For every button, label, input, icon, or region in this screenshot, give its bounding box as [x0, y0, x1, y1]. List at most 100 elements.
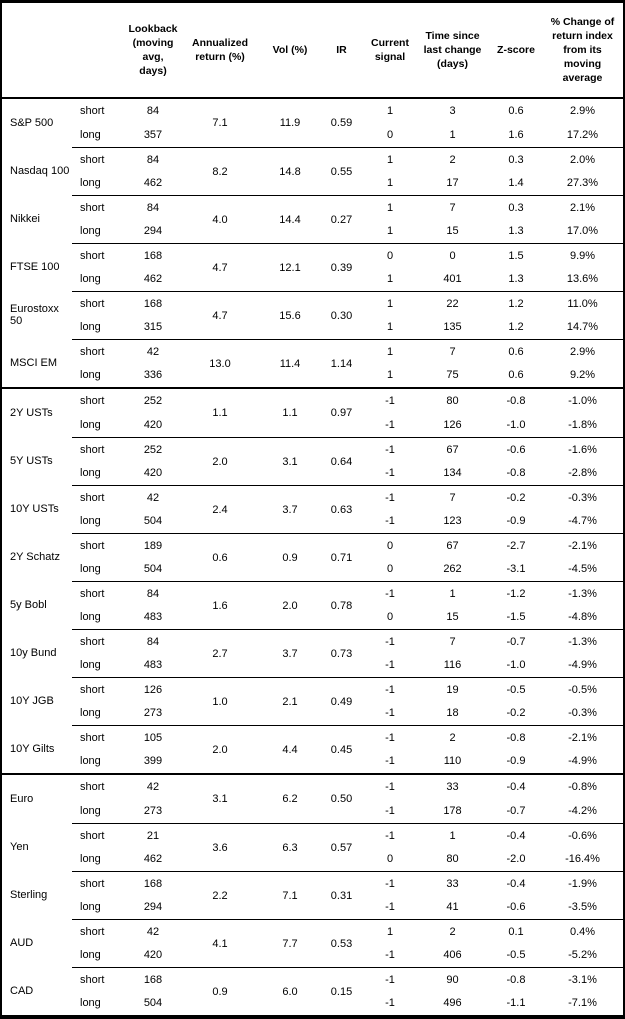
z-score-value: 1.3	[508, 273, 524, 285]
period-label: short	[72, 967, 128, 991]
asset-group: 10Y USTs 2.4 3.7 0.63 short 42 -1 7 -0.2 -0.3% lon…	[2, 485, 623, 533]
asset-group: Eurostoxx 50 4.7 15.6 0.30 short 168 1 22 1.2 11.…	[2, 291, 623, 339]
ir-value: 0.30	[318, 291, 365, 339]
signal-value: 1	[386, 105, 394, 117]
time-since-value: 0	[415, 243, 490, 267]
time-since-value: 22	[415, 291, 490, 315]
time-since-value: 75	[446, 369, 459, 381]
z-score-value: 0.6	[508, 369, 524, 381]
z-score-value: -0.4	[490, 871, 542, 895]
signal-value: 1	[365, 147, 415, 171]
z-score-value: -0.6	[506, 901, 526, 913]
period-label: short	[72, 437, 128, 461]
pct-change-value: -1.6%	[542, 437, 623, 461]
pct-change-value: -1.3%	[542, 581, 623, 605]
annualized-return-value: 13.0	[178, 339, 262, 387]
asset-group: 5Y USTs 2.0 3.1 0.64 short 252 -1 67 -0.6 -1.6% lo…	[2, 437, 623, 485]
period-label: long	[80, 853, 101, 865]
lookback-value: 84	[146, 105, 160, 117]
annualized-return-value: 2.4	[178, 485, 262, 533]
period-label: long	[80, 563, 101, 575]
ir-value: 1.14	[318, 339, 365, 387]
time-since-value: 406	[443, 949, 462, 961]
lookback-value: 504	[143, 563, 163, 575]
z-score-value: 0.3	[490, 147, 542, 171]
signal-value: -1	[385, 781, 395, 793]
signal-value: -1	[385, 419, 395, 431]
period-label: long	[80, 321, 101, 333]
header-z-score: Z-score	[497, 44, 535, 56]
header-time-since: Time since last change (days)	[423, 30, 482, 70]
pct-change-value: -4.2%	[568, 805, 597, 817]
signal-value: -1	[385, 659, 395, 671]
period-label: long	[80, 467, 101, 479]
time-since-value: 15	[446, 611, 459, 623]
z-score-value: -0.8	[490, 967, 542, 991]
asset-name: S&P 500	[10, 117, 54, 129]
asset-group: 2Y USTs 1.1 1.1 0.97 short 252 -1 80 -0.8 -1.0% lo…	[2, 389, 623, 437]
period-label: long	[80, 707, 101, 719]
lookback-value: 504	[143, 997, 163, 1009]
time-since-value: 401	[443, 273, 462, 285]
asset-group: S&P 500 7.1 11.9 0.59 short 84 1 3 0.6 2.9% long 35…	[2, 99, 623, 147]
header-ir: IR	[336, 44, 347, 56]
vol-value: 14.8	[262, 147, 318, 195]
pct-change-value: -3.5%	[568, 901, 597, 913]
annualized-return-value: 1.0	[178, 677, 262, 725]
pct-change-value: -0.8%	[568, 781, 597, 793]
asset-name: 10Y USTs	[10, 503, 59, 515]
ir-value: 0.39	[318, 243, 365, 291]
signal-value: 0	[386, 129, 394, 141]
signal-value: 1	[365, 195, 415, 219]
signal-value: -1	[365, 485, 415, 509]
signal-value: -1	[385, 949, 395, 961]
lookback-value: 483	[143, 659, 163, 671]
vol-value: 2.0	[262, 581, 318, 629]
period-label: long	[80, 659, 101, 671]
z-score-value: -1.1	[506, 997, 526, 1009]
lookback-value: 168	[128, 291, 178, 315]
pct-change-value: 2.9%	[542, 339, 623, 363]
vol-value: 4.4	[262, 725, 318, 773]
time-since-value: 33	[415, 871, 490, 895]
asset-name: Eurostoxx 50	[10, 303, 59, 327]
signal-value: -1	[385, 901, 395, 913]
z-score-value: -2.0	[506, 853, 526, 865]
ir-value: 0.97	[330, 407, 353, 419]
period-label: long	[80, 369, 101, 381]
lookback-value: 252	[143, 395, 163, 407]
ir-value: 0.55	[318, 147, 365, 195]
period-label: long	[80, 177, 101, 189]
z-score-value: 1.2	[490, 291, 542, 315]
period-label: short	[80, 105, 105, 117]
z-score-value: 1.2	[508, 321, 524, 333]
time-since-value: 80	[446, 395, 459, 407]
signal-value: 0	[365, 243, 415, 267]
header-annualized-return: Annualized return (%)	[191, 37, 248, 63]
annualized-return-value: 4.7	[178, 243, 262, 291]
time-since-value: 116	[443, 659, 462, 671]
ir-value: 0.59	[330, 117, 353, 129]
annualized-return-value: 3.6	[178, 823, 262, 871]
asset-group: 5y Bobl 1.6 2.0 0.78 short 84 -1 1 -1.2 -1.3% long…	[2, 581, 623, 629]
time-since-value: 41	[446, 901, 459, 913]
pct-change-value: 9.9%	[542, 243, 623, 267]
asset-group: 10Y JGB 1.0 2.1 0.49 short 126 -1 19 -0.5 -0.5% lo…	[2, 677, 623, 725]
lookback-value: 84	[128, 629, 178, 653]
pct-change-value: 13.6%	[566, 273, 599, 285]
ir-value: 0.63	[318, 485, 365, 533]
signal-value: -1	[385, 997, 395, 1009]
period-label: long	[80, 949, 101, 961]
lookback-value: 252	[128, 437, 178, 461]
z-score-value: 0.6	[490, 339, 542, 363]
signal-value: -1	[365, 581, 415, 605]
z-score-value: -1.0	[506, 419, 526, 431]
lookback-value: 315	[143, 321, 163, 333]
pct-change-value: -0.3%	[542, 485, 623, 509]
pct-change-value: 17.2%	[566, 129, 599, 141]
annualized-return-value: 7.1	[212, 117, 228, 129]
z-score-value: -0.5	[506, 949, 526, 961]
asset-name: Sterling	[10, 889, 48, 901]
time-since-value: 7	[415, 339, 490, 363]
lookback-value: 105	[128, 725, 178, 749]
